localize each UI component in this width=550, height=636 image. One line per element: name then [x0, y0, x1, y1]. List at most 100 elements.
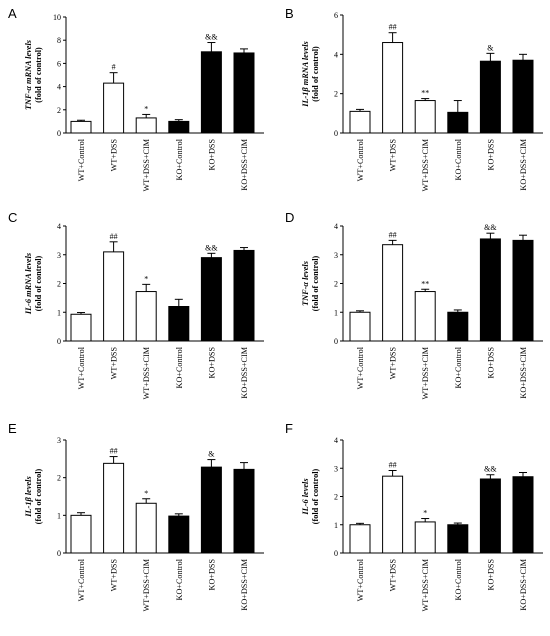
significance-label: && [484, 223, 497, 232]
significance-label: ## [389, 23, 397, 32]
y-tick-label: 4 [334, 222, 338, 231]
y-tick-label: 1 [334, 521, 338, 530]
significance-label: * [423, 509, 427, 518]
x-tick-label: KO+Control [454, 346, 463, 388]
bar [233, 249, 255, 342]
y-tick-label: 6 [334, 11, 338, 20]
significance-label: & [208, 450, 215, 459]
bar [168, 306, 190, 342]
y-axis-label-line1: TNF-α levels [301, 261, 310, 306]
x-tick-label: KO+Control [175, 558, 184, 600]
x-tick-label: WT+DSS+CIM [421, 138, 430, 191]
bar [414, 291, 436, 342]
bar [349, 311, 371, 342]
bar [233, 52, 255, 134]
y-axis-label: IL-1β mRNA levels(fold of control) [301, 41, 320, 108]
chart-panel-a: A TNF-α mRNA levels(fold of control) 0 2 4 6 8… [8, 6, 264, 191]
x-tick-label: KO+DSS+CIM [519, 138, 528, 190]
y-axis-label-line1: IL-6 levels [301, 478, 310, 515]
y-axis-label-line1: IL-1β mRNA levels [301, 41, 310, 108]
x-tick-label: WT+DSS [389, 139, 398, 172]
panel-letter: A [8, 6, 17, 21]
x-tick-label: WT+DSS+CIM [142, 138, 151, 191]
x-tick-label: KO+DSS+CIM [240, 346, 249, 398]
x-tick-label: KO+Control [454, 558, 463, 600]
significance-label: ## [110, 447, 118, 456]
y-tick-label: 2 [334, 493, 338, 502]
x-tick-label: KO+Control [175, 138, 184, 180]
y-axis-label: IL-1β levels(fold of control) [24, 468, 43, 524]
y-axis-label: TNF-α mRNA levels(fold of control) [24, 40, 43, 110]
bar [200, 51, 222, 134]
y-axis-label-line2: (fold of control) [34, 468, 43, 524]
bar [103, 82, 125, 134]
x-tick-label: KO+Control [175, 346, 184, 388]
x-tick-label: WT+DSS [110, 559, 119, 592]
x-tick-label: WT+DSS [110, 347, 119, 380]
panel-letter: F [285, 421, 293, 436]
x-tick-label: WT+DSS [389, 347, 398, 380]
x-tick-label: WT+DSS+CIM [142, 558, 151, 611]
chart-panel-f: F IL-6 levels(fold of control) 0 1 2 3 4 WT+Con… [285, 421, 543, 611]
y-axis-label: IL-6 levels(fold of control) [301, 468, 320, 524]
x-tick-label: WT+Control [77, 346, 86, 389]
bar [414, 100, 436, 134]
bar [70, 514, 92, 554]
significance-label: ** [421, 279, 429, 288]
x-tick-label: KO+DSS+CIM [519, 346, 528, 398]
bar [135, 502, 157, 554]
chart-panel-d: D TNF-α levels(fold of control) 0 1 2 3 4 WT+Co… [285, 210, 543, 399]
significance-label: ** [421, 89, 429, 98]
bar [414, 521, 436, 554]
y-axis-label-line2: (fold of control) [311, 468, 320, 524]
panel-letter: B [285, 6, 294, 21]
significance-label: ## [389, 230, 397, 239]
bar [512, 476, 534, 554]
x-tick-label: WT+Control [356, 346, 365, 389]
y-tick-label: 4 [57, 222, 61, 231]
significance-label: & [487, 43, 494, 52]
chart-panel-b: B IL-1β mRNA levels(fold of control) 0 2 4 6 W… [285, 6, 543, 191]
y-axis-label-line1: TNF-α mRNA levels [24, 40, 33, 110]
x-tick-label: KO+DSS+CIM [519, 558, 528, 610]
y-tick-label: 8 [57, 36, 61, 45]
x-tick-label: WT+Control [77, 558, 86, 601]
y-tick-label: 0 [57, 337, 61, 346]
y-tick-label: 2 [57, 474, 61, 483]
x-tick-label: WT+Control [77, 138, 86, 181]
y-tick-label: 1 [334, 308, 338, 317]
y-tick-label: 4 [57, 83, 61, 92]
x-tick-label: KO+DSS+CIM [240, 138, 249, 190]
bar [135, 291, 157, 342]
y-tick-label: 1 [57, 308, 61, 317]
significance-label: * [144, 104, 148, 113]
bar [103, 251, 125, 342]
bar [512, 239, 534, 342]
x-tick-label: WT+DSS+CIM [421, 346, 430, 399]
y-axis-label: TNF-α levels(fold of control) [301, 255, 320, 311]
bar [349, 524, 371, 554]
y-axis-label-line1: IL-1β levels [24, 476, 33, 517]
y-axis-label-line2: (fold of control) [34, 47, 43, 103]
significance-label: # [112, 63, 116, 72]
y-tick-label: 3 [57, 436, 61, 445]
y-tick-label: 0 [57, 129, 61, 138]
bar [382, 42, 404, 134]
bar [103, 462, 125, 554]
x-tick-label: KO+DSS [486, 559, 495, 591]
significance-label: && [484, 465, 497, 474]
x-tick-label: KO+DSS [486, 347, 495, 379]
x-tick-label: WT+Control [356, 138, 365, 181]
significance-label: && [205, 33, 218, 42]
y-tick-label: 0 [57, 549, 61, 558]
y-tick-label: 2 [334, 90, 338, 99]
y-tick-label: 0 [334, 337, 338, 346]
bar [70, 120, 92, 134]
y-axis-label-line1: IL-6 mRNA levels [24, 253, 33, 315]
x-tick-label: KO+DSS [207, 347, 216, 379]
bar [349, 110, 371, 134]
bar [168, 515, 190, 554]
bar [382, 475, 404, 554]
x-tick-label: WT+DSS [110, 139, 119, 172]
